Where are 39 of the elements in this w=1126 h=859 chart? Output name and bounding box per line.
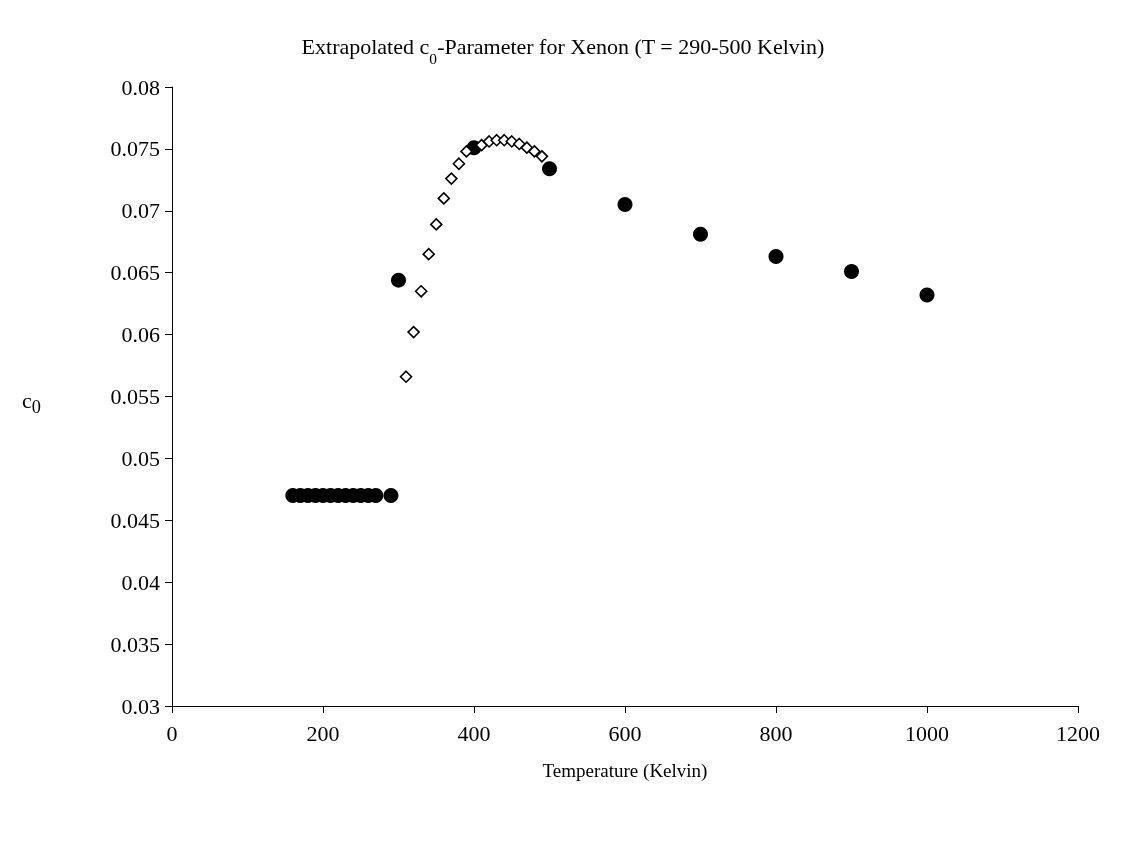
x-tick-label: 0 bbox=[166, 720, 178, 746]
y-tick-label: 0.03 bbox=[121, 693, 160, 719]
y-tick-label: 0.08 bbox=[121, 74, 160, 100]
point bbox=[422, 247, 435, 261]
point bbox=[407, 325, 420, 339]
y-tick-label: 0.05 bbox=[121, 445, 160, 471]
y-tick-label: 0.035 bbox=[110, 631, 160, 657]
x-tick-label: 200 bbox=[306, 720, 340, 746]
point bbox=[520, 141, 534, 154]
point bbox=[437, 192, 451, 205]
x-tick-label: 1000 bbox=[905, 720, 949, 746]
y-tick-label: 0.055 bbox=[110, 384, 160, 409]
point bbox=[542, 161, 557, 177]
x-tick-label: 400 bbox=[457, 720, 491, 746]
x-tick-label: 600 bbox=[608, 720, 642, 746]
point bbox=[693, 226, 708, 242]
y-axis-title: c$_{0}$ bbox=[22, 388, 41, 419]
y-tick-label: 0.06 bbox=[121, 322, 160, 348]
y-tick-label: 0.065 bbox=[110, 260, 160, 286]
point bbox=[452, 157, 466, 171]
point bbox=[383, 488, 399, 504]
point bbox=[535, 150, 549, 163]
y-tick-label: 0.075 bbox=[110, 136, 160, 162]
x-axis-title: Temperature (Kelvin) bbox=[542, 760, 708, 782]
point bbox=[399, 370, 413, 383]
point bbox=[844, 263, 859, 279]
point bbox=[445, 172, 458, 185]
x-tick-label: 800 bbox=[759, 720, 793, 746]
point bbox=[617, 197, 633, 213]
x-tick-label: 1200 bbox=[1056, 720, 1100, 746]
y-tick-label: 0.045 bbox=[110, 507, 160, 533]
point bbox=[768, 249, 784, 265]
point bbox=[919, 287, 935, 303]
point bbox=[414, 284, 428, 298]
y-tick-label: 0.04 bbox=[121, 569, 160, 595]
point bbox=[391, 272, 406, 288]
point bbox=[429, 218, 443, 231]
point bbox=[528, 145, 541, 158]
y-tick-label: 0.07 bbox=[121, 198, 160, 224]
